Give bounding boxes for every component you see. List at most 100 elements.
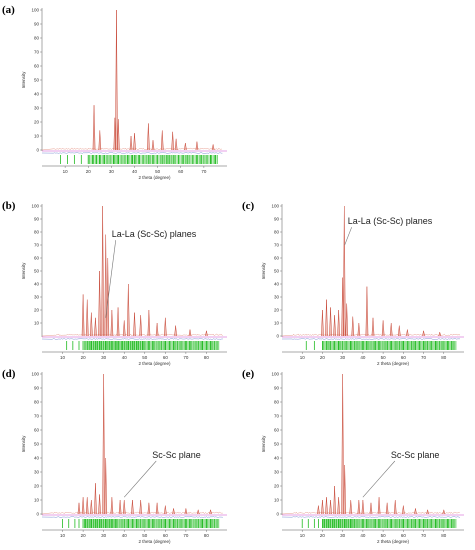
y-tick-label: 30 [34,295,40,300]
diffraction-peak [342,205,346,337]
y-tick-label: 60 [34,256,40,261]
diffraction-peak [393,499,397,515]
chart-panel-a: (a) 0 10 20 30 40 50 60 70 80 90 100 Intensity 10 20 30… [2,4,233,182]
diffraction-peak [139,315,143,337]
y-tick-label: 30 [274,470,280,475]
y-tick-label: 80 [274,400,280,405]
x-tick-label: 30 [101,533,107,538]
diffraction-peak [361,499,365,515]
y-tick-label: 80 [34,36,40,41]
y-tick-label: 10 [34,321,40,326]
diffraction-peak [147,502,151,515]
diffraction-peak [195,141,199,151]
diffraction-peak [349,499,353,515]
y-tick-label: 0 [36,148,39,153]
y-tick-label: 70 [34,414,40,419]
diffraction-peak [377,497,381,515]
x-tick-label: 10 [300,355,306,360]
y-tick-label: 100 [271,204,279,209]
x-tick-label: 40 [132,169,138,174]
diffraction-peak [184,508,188,515]
x-tick-label: 80 [441,355,447,360]
chart-panel-c: (c) 0 10 20 30 40 50 60 70 80 90 100 Intensity 10 20 30… [242,200,470,368]
background-profile [41,147,222,151]
y-tick-label: 40 [34,282,40,287]
y-axis-label: Intensity [21,71,26,89]
x-tick-label: 30 [101,355,107,360]
diffraction-peak [351,316,355,337]
difference-curve [41,338,223,340]
y-tick-label: 60 [34,64,40,69]
diffraction-peak [163,505,167,515]
y-tick-label: 60 [274,256,280,261]
y-tick-label: 30 [274,295,280,300]
y-tick-label: 40 [34,456,40,461]
xrd-chart-svg: 0 10 20 30 40 50 60 70 80 90 100 Intensity 10 20 30 40 5… [21,8,227,180]
diffraction-peak [155,322,159,337]
diffraction-peak [385,502,389,515]
diffraction-peak [115,9,118,151]
annotation-leader-line [362,460,396,498]
y-tick-label: 90 [274,217,280,222]
x-tick-label: 20 [320,355,326,360]
diffraction-peak [94,483,97,515]
y-tick-label: 40 [274,456,280,461]
y-tick-label: 30 [34,106,40,111]
diffraction-peak [160,130,164,151]
annotation-text: Sc-Sc plane [152,450,201,460]
x-tick-label: 20 [81,355,87,360]
diffraction-peak [81,497,85,515]
diffraction-peak [89,499,93,515]
y-tick-label: 100 [31,204,39,209]
diffraction-peak [333,485,336,515]
x-tick-label: 40 [122,533,128,538]
diffraction-peak [211,144,215,151]
y-axis-label: Intensity [261,262,266,280]
x-tick-label: 70 [421,533,427,538]
x-tick-label: 70 [421,355,427,360]
x-tick-label: 20 [86,169,92,174]
diffraction-peak [401,505,405,515]
diffraction-peak [397,325,401,337]
y-tick-label: 100 [271,372,279,377]
y-tick-label: 10 [34,498,40,503]
y-tick-label: 50 [34,442,40,447]
diffraction-peak [163,317,167,337]
difference-curve [41,152,223,154]
panel-label: (b) [2,200,16,212]
y-tick-label: 10 [274,321,280,326]
diffraction-peak [98,494,101,515]
diffraction-peak [371,317,375,337]
diffraction-peak [131,499,134,515]
background-profile [281,333,461,337]
x-tick-label: 10 [60,355,66,360]
diffraction-peak [333,315,336,337]
x-tick-label: 80 [204,355,210,360]
annotation-leader-line [123,460,157,498]
diffraction-peak [406,329,409,337]
y-tick-label: 80 [34,230,40,235]
diffraction-peak [118,499,122,515]
diffraction-peak [101,205,104,337]
y-tick-label: 90 [34,386,40,391]
y-tick-label: 20 [274,484,280,489]
diffraction-peak [147,309,151,337]
reflection-marks [66,341,220,350]
diffraction-peak [317,505,320,515]
y-tick-label: 90 [34,217,40,222]
diffraction-peak [116,119,120,151]
y-tick-label: 60 [34,428,40,433]
y-tick-label: 90 [274,386,280,391]
y-tick-label: 10 [34,134,40,139]
x-tick-label: 40 [360,533,366,538]
x-axis-label: 2 theta (degree) [377,361,410,366]
diffraction-peak [94,317,97,337]
diffraction-peak [110,497,114,515]
annotation-text: La-La (Sc-Sc) planes [348,216,433,226]
diffraction-peak [343,464,347,515]
y-tick-label: 50 [34,269,40,274]
diffraction-peak [422,330,425,337]
diffraction-peak [321,309,324,337]
diffraction-peak [139,499,143,515]
x-tick-label: 80 [204,533,210,538]
